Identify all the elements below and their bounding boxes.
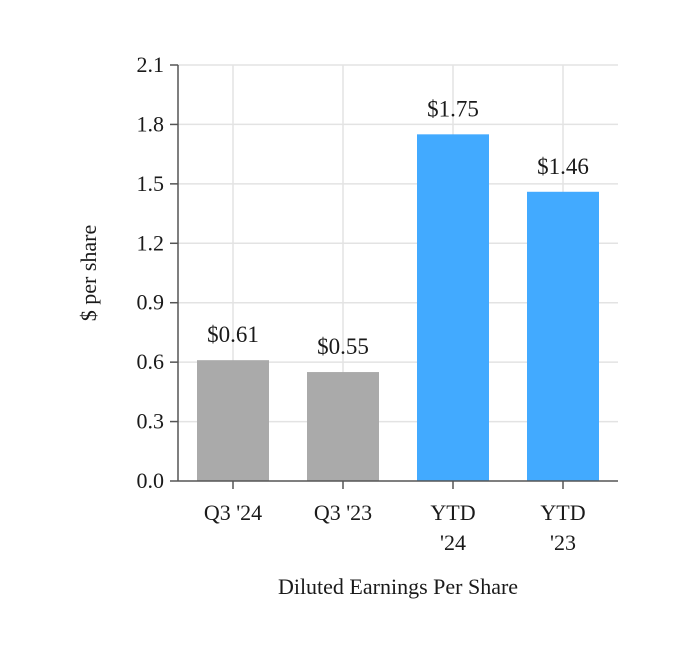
y-axis-title: $ per share bbox=[76, 225, 101, 322]
x-category-label-line: Q3 '24 bbox=[204, 500, 262, 525]
y-tick-label: 1.5 bbox=[137, 171, 165, 196]
bar bbox=[307, 372, 379, 481]
bar-value-label: $0.61 bbox=[207, 322, 259, 347]
y-tick-label: 0.3 bbox=[137, 409, 165, 434]
y-tick-label: 2.1 bbox=[137, 52, 165, 77]
axes bbox=[170, 64, 618, 489]
x-category-label-line: '23 bbox=[550, 530, 576, 555]
bar-value-label: $1.46 bbox=[537, 154, 589, 179]
bar bbox=[527, 191, 599, 481]
x-category-label-line: '24 bbox=[440, 530, 466, 555]
y-tick-label: 0.6 bbox=[137, 349, 165, 374]
y-tick-label: 0.9 bbox=[137, 290, 165, 315]
bar bbox=[417, 134, 489, 482]
y-tick-label: 1.2 bbox=[137, 230, 165, 255]
x-category-label: YTD '23 bbox=[540, 500, 585, 555]
x-category-label-line: Q3 '23 bbox=[314, 500, 372, 525]
y-tick-label: 0.0 bbox=[137, 468, 165, 493]
bar-value-label: $1.75 bbox=[427, 96, 479, 121]
bar bbox=[197, 360, 269, 481]
x-category-label: Q3 '24 bbox=[204, 500, 262, 525]
x-category-label: Q3 '23 bbox=[314, 500, 372, 525]
x-category-labels: Q3 '24 Q3 '23 YTD '24 YTD '23 bbox=[204, 500, 586, 555]
bar-data-labels: $0.61 $0.55 $1.75 $1.46 bbox=[207, 96, 589, 359]
bars bbox=[197, 134, 599, 482]
bar-value-label: $0.55 bbox=[317, 334, 369, 359]
y-tick-labels: 0.0 0.3 0.6 0.9 1.2 1.5 1.8 2.1 bbox=[137, 52, 165, 493]
x-category-label-line: YTD bbox=[540, 500, 585, 525]
x-category-label: YTD '24 bbox=[430, 500, 475, 555]
x-category-label-line: YTD bbox=[430, 500, 475, 525]
y-tick-label: 1.8 bbox=[137, 111, 165, 136]
x-axis-title: Diluted Earnings Per Share bbox=[278, 574, 518, 599]
